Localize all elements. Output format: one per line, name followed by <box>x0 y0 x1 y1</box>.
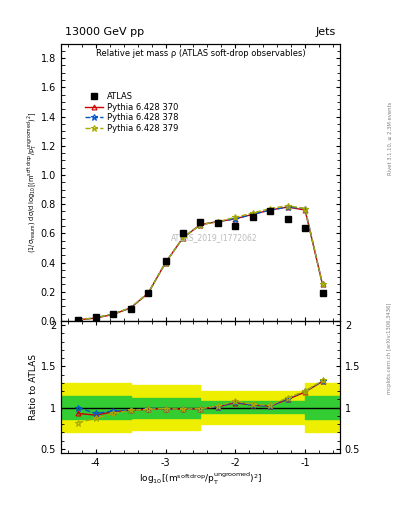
Text: Rivet 3.1.10, ≥ 2.3M events: Rivet 3.1.10, ≥ 2.3M events <box>387 101 392 175</box>
X-axis label: log$_{10}$[(m$^{\mathrm{soft\,drop}}$/p$_\mathrm{T}^{\mathrm{ungroomed}}$)$^2$]: log$_{10}$[(m$^{\mathrm{soft\,drop}}$/p$… <box>139 471 262 487</box>
Text: Jets: Jets <box>316 27 336 37</box>
Y-axis label: Ratio to ATLAS: Ratio to ATLAS <box>29 354 38 420</box>
Legend: ATLAS, Pythia 6.428 370, Pythia 6.428 378, Pythia 6.428 379: ATLAS, Pythia 6.428 370, Pythia 6.428 37… <box>84 92 178 133</box>
Text: mcplots.cern.ch [arXiv:1306.3436]: mcplots.cern.ch [arXiv:1306.3436] <box>387 303 392 394</box>
Y-axis label: (1/σ$_{\mathrm{resum}}$) dσ/d log$_{10}$[(m$^{\mathrm{soft\,drop}}$/p$_\mathrm{T: (1/σ$_{\mathrm{resum}}$) dσ/d log$_{10}$… <box>26 112 39 253</box>
Text: 13000 GeV pp: 13000 GeV pp <box>65 27 144 37</box>
Text: Relative jet mass ρ (ATLAS soft-drop observables): Relative jet mass ρ (ATLAS soft-drop obs… <box>95 49 305 58</box>
Text: ATLAS_2019_I1772062: ATLAS_2019_I1772062 <box>171 233 258 242</box>
